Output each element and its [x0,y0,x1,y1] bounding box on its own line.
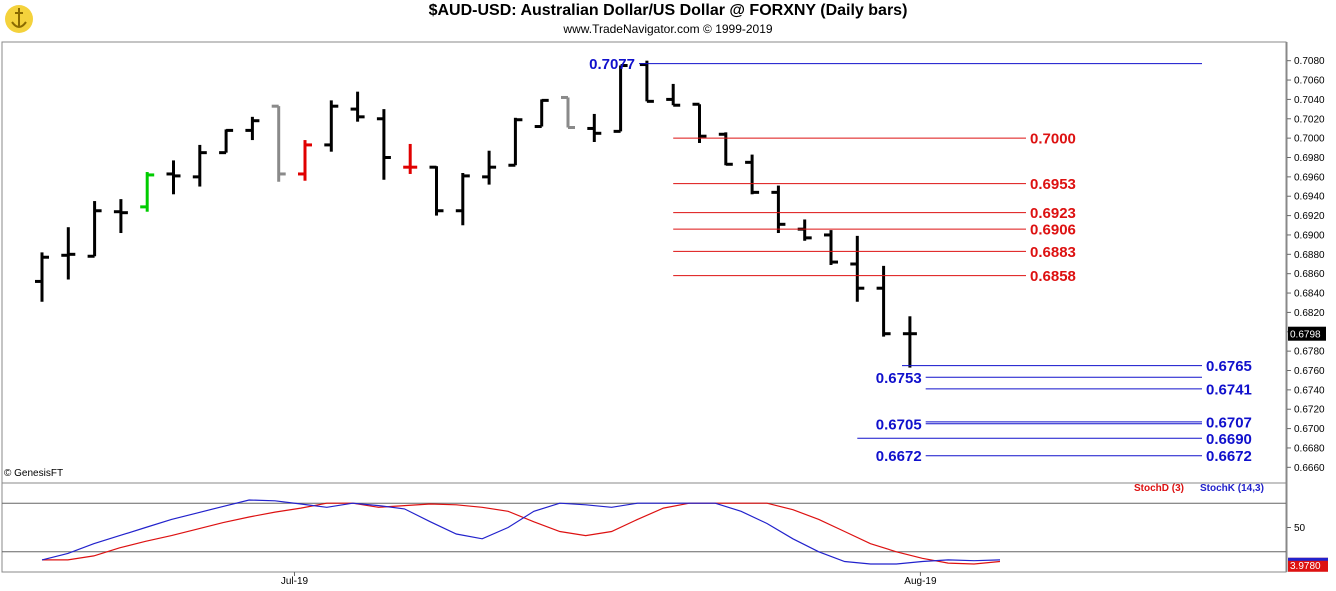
ohlc-bar-13 [376,109,391,180]
ohlc-bar-14 [403,143,418,174]
stoch-last-label: 3.9780 [1290,561,1321,572]
ohlc-bar-23 [639,60,654,103]
y-tick-label-8: 0.6920 [1294,211,1325,222]
level-label-left-11: 0.6705 [876,416,922,433]
ohlc-bar-12 [350,91,365,122]
ohlc-bar-10 [298,140,312,181]
ohlc-bar-28 [771,185,786,234]
ohlc-bar-4 [140,172,155,212]
y-tick-label-1: 0.7060 [1294,76,1325,87]
ohlc-bar-3 [113,199,128,234]
stochastic-panel [1,482,1287,573]
ohlc-bar-5 [166,160,181,195]
level-label-5: 0.6883 [1030,244,1076,261]
stoch-series-1 [41,499,1001,565]
y-tick-label-3: 0.7020 [1294,114,1325,125]
ohlc-bar-7 [219,128,234,155]
ohlc-bar-31 [850,235,865,302]
chart-subtitle: www.TradeNavigator.com © 1999-2019 [563,22,773,36]
level-label-2: 0.6953 [1030,176,1076,193]
ohlc-bar-1 [61,227,76,280]
data-credit: © GenesisFT [4,468,64,479]
level-label-13: 0.6672 [1206,448,1252,465]
chart-title: $AUD-USD: Australian Dollar/US Dollar @ … [428,2,908,19]
ohlc-bar-6 [192,144,207,187]
ohlc-bar-19 [534,98,549,129]
y-tick-label-21: 0.6660 [1294,463,1325,474]
level-label-7: 0.6765 [1206,358,1252,375]
ohlc-bar-20 [561,95,575,129]
y-tick-label-9: 0.6900 [1294,230,1325,241]
level-label-left-0: 0.7077 [589,56,635,73]
legend-stochk: StochK (14,3) [1200,483,1264,494]
ohlc-bar-9 [271,104,286,182]
logo-icon [5,5,33,33]
level-label-9: 0.6741 [1206,381,1252,398]
ohlc-bar-17 [482,150,497,185]
ohlc-bar-32 [876,265,891,337]
ohlc-bar-11 [324,100,339,152]
y-tick-label-13: 0.6820 [1294,308,1325,319]
last-price-label: 0.6798 [1290,330,1321,341]
level-label-1: 0.7000 [1030,131,1076,148]
y-tick-label-17: 0.6740 [1294,385,1325,396]
ohlc-bar-18 [508,117,523,167]
ohlc-bar-24 [666,83,681,107]
y-tick-label-16: 0.6760 [1294,366,1325,377]
y-tick-label-6: 0.6960 [1294,172,1325,183]
y-tick-label-0: 0.7080 [1294,56,1325,67]
ohlc-bar-33 [902,316,917,368]
level-label-4: 0.6906 [1030,222,1076,239]
x-axis: Jul-19 Aug-19 [281,572,937,587]
stochastic-lines: 50 3.9780 [2,499,1328,572]
y-tick-label-15: 0.6780 [1294,347,1325,358]
last-price-badge [1288,326,1326,341]
ohlc-bar-16 [455,172,470,226]
x-tick-label-0: Jul-19 [281,576,309,587]
y-tick-label-7: 0.6940 [1294,192,1325,203]
price-axis: 0.7080 0.7060 0.7040 0.7020 0.7000 0.6980 0.69… [1287,56,1326,474]
x-tick-label-1: Aug-19 [904,576,937,587]
ohlc-bar-2 [87,201,102,258]
y-tick-label-10: 0.6880 [1294,250,1325,261]
y-tick-label-4: 0.7000 [1294,134,1325,145]
ohlc-bar-25 [692,102,707,143]
level-label-6: 0.6858 [1030,268,1076,285]
y-tick-label-19: 0.6700 [1294,424,1325,435]
ohlc-bar-15 [429,165,444,216]
y-tick-label-12: 0.6840 [1294,289,1325,300]
stoch-tick-label-0: 50 [1294,523,1306,534]
price-panel [1,41,1287,484]
ohlc-bar-8 [245,116,260,141]
level-label-left-13: 0.6672 [876,448,922,465]
ohlc-bar-22 [613,64,628,133]
ohlc-bar-21 [587,113,602,143]
y-tick-label-20: 0.6680 [1294,443,1325,454]
ohlc-bar-27 [745,154,760,195]
stoch-last-badge-top [1288,557,1328,561]
y-tick-label-18: 0.6720 [1294,405,1325,416]
y-tick-label-11: 0.6860 [1294,269,1325,280]
level-label-10: 0.6707 [1206,414,1252,431]
ohlc-bar-0 [35,252,49,302]
ohlc-bar-30 [824,230,838,265]
level-label-3: 0.6923 [1030,205,1076,222]
level-label-left-8: 0.6753 [876,370,922,387]
y-tick-label-2: 0.7040 [1294,95,1325,106]
level-label-12: 0.6690 [1206,431,1252,448]
legend-stochd: StochD (3) [1134,483,1184,494]
y-tick-label-5: 0.6980 [1294,153,1325,164]
stoch-last-badge [1288,557,1328,572]
stoch-series-0 [42,502,1001,565]
